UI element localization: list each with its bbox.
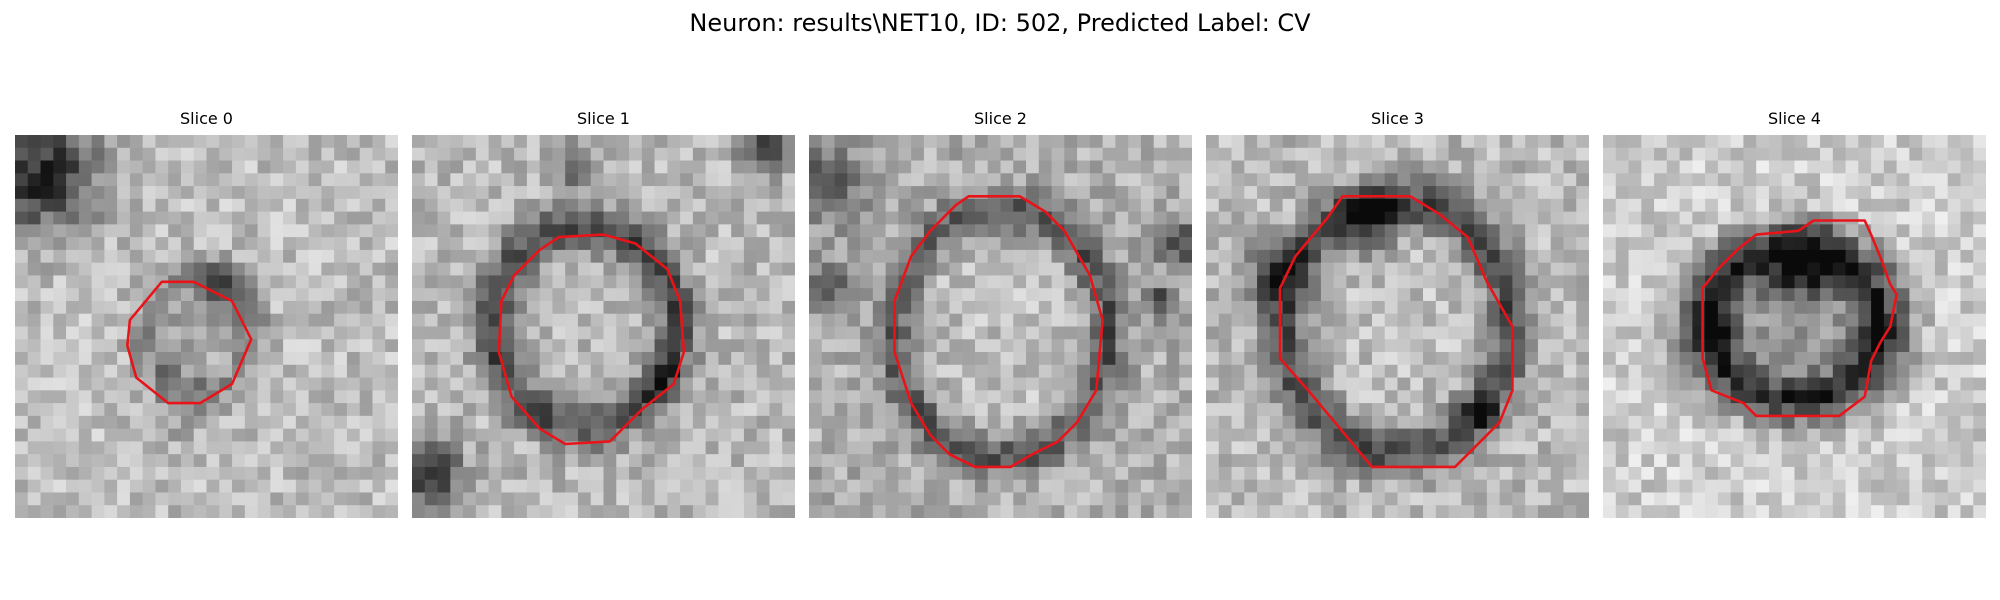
neuron-contour-4 [1701,219,1898,418]
slice-image-4 [1603,135,1986,518]
slice-panel-4: Slice 4 [1603,108,1986,518]
slice-image-1 [412,135,795,518]
slice-image-2 [809,135,1192,518]
slice-panel-3: Slice 3 [1206,108,1589,518]
neuron-contour-3 [1278,194,1514,469]
slice-image-0 [15,135,398,518]
slice-panel-1: Slice 1 [412,108,795,518]
neuron-contour-0 [126,280,253,405]
slice-title-2: Slice 2 [974,109,1027,128]
slice-title-1: Slice 1 [577,109,630,128]
slice-title-3: Slice 3 [1371,109,1424,128]
slice-panel-0: Slice 0 [15,108,398,518]
neuron-contour-1 [497,233,686,446]
slice-title-0: Slice 0 [180,109,233,128]
neuron-contour-2 [893,194,1104,469]
figure-title: Neuron: results\NET10, ID: 502, Predicte… [689,9,1311,37]
slice-title-4: Slice 4 [1768,109,1821,128]
slice-panel-2: Slice 2 [809,108,1192,518]
slice-image-3 [1206,135,1589,518]
